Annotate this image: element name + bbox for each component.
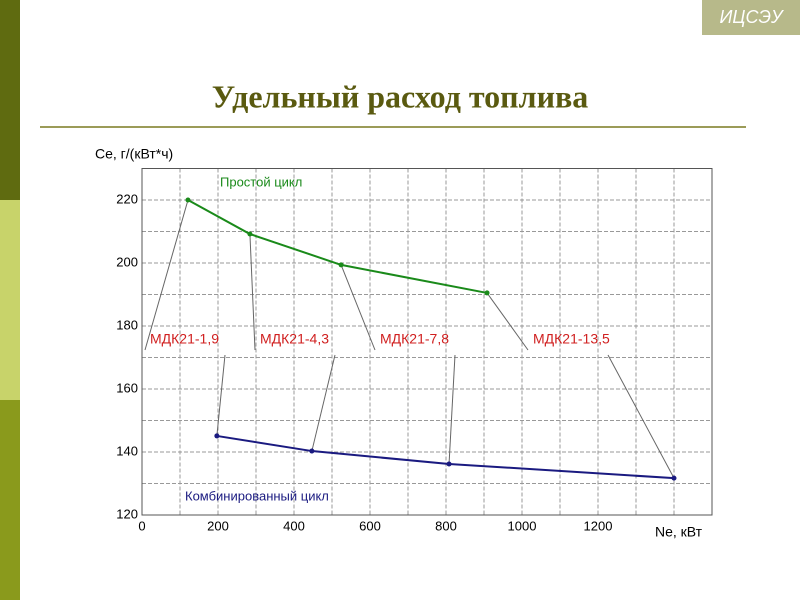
point: [247, 231, 253, 237]
y-tick-label: 200: [116, 254, 138, 269]
x-tick-label: 600: [359, 518, 381, 533]
series-line: [187, 199, 488, 294]
x-tick-label: 200: [207, 518, 229, 533]
side-band: [0, 400, 20, 600]
connector: [216, 354, 226, 436]
series-label: Простой цикл: [220, 174, 302, 189]
point: [309, 448, 315, 454]
connector: [311, 354, 336, 452]
y-tick-label: 140: [116, 443, 138, 458]
x-tick-label: 400: [283, 518, 305, 533]
point: [214, 433, 220, 439]
side-band: [0, 200, 20, 400]
badge: ИЦСЭУ: [720, 7, 784, 27]
title: Удельный расход топлива: [212, 78, 589, 114]
point: [671, 475, 677, 481]
y-tick-label: 180: [116, 317, 138, 332]
point: [338, 262, 344, 268]
x-axis-label: Ne, кВт: [655, 524, 703, 540]
point: [185, 197, 191, 203]
x-tick-label: 0: [138, 518, 145, 533]
annotation: МДК21-7,8: [380, 331, 449, 347]
y-axis-label: Ce, г/(кВт*ч): [95, 146, 173, 162]
connector: [448, 354, 456, 464]
point: [484, 290, 490, 296]
point: [446, 461, 452, 467]
x-tick-label: 1000: [508, 518, 537, 533]
connector: [486, 292, 529, 351]
y-tick-label: 120: [116, 506, 138, 521]
side-band: [0, 0, 20, 200]
annotation: МДК21-1,9: [150, 331, 219, 347]
connector: [249, 233, 256, 351]
y-tick-label: 220: [116, 191, 138, 206]
annotation: МДК21-4,3: [260, 331, 329, 347]
plot: 0 200 400 600 800 1000 1200 120 140 160 180 200 220 C…: [95, 146, 713, 540]
connector: [340, 264, 376, 351]
badge-box: [702, 0, 800, 35]
y-tick-label: 160: [116, 380, 138, 395]
series-line: [216, 434, 675, 480]
connector: [144, 199, 189, 351]
connector: [607, 354, 675, 479]
x-tick-label: 800: [435, 518, 457, 533]
plot-frame: [141, 168, 713, 516]
series-label: Комбинированный цикл: [185, 488, 329, 503]
x-tick-label: 1200: [584, 518, 613, 533]
annotation: МДК21-13,5: [533, 331, 610, 347]
